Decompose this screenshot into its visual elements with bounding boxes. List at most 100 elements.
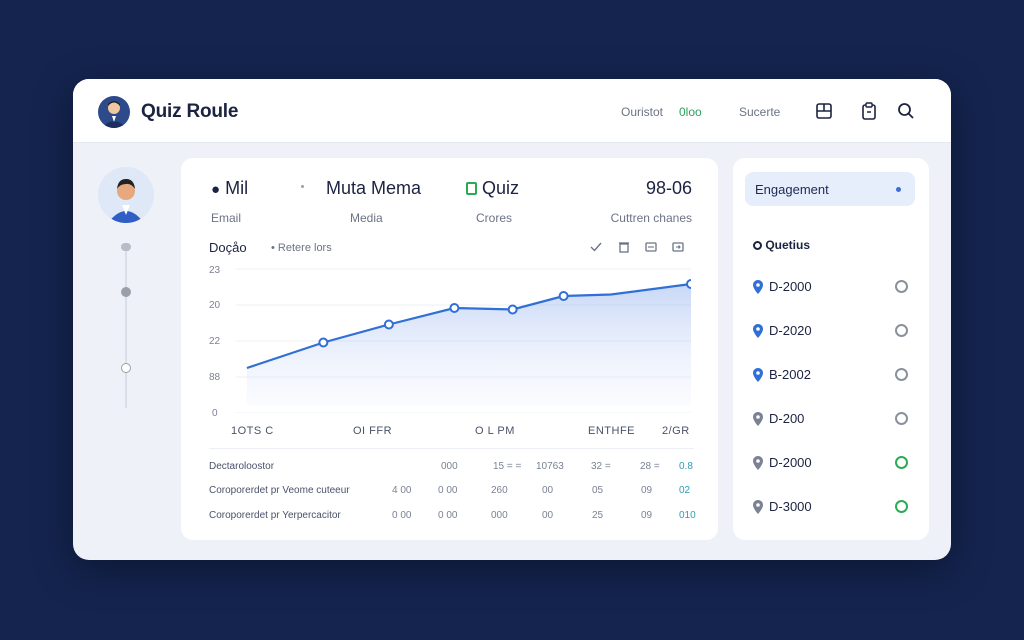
question-radio[interactable] xyxy=(895,500,908,513)
question-radio[interactable] xyxy=(895,456,908,469)
engagement-dot-icon xyxy=(896,187,901,192)
x-tick: 1OTS C xyxy=(231,425,274,437)
chart-points xyxy=(318,279,691,348)
table-header-cell: 0.8 xyxy=(679,461,693,472)
location-pin-icon xyxy=(753,324,763,338)
timeline-step-3[interactable] xyxy=(121,363,131,373)
stat-media[interactable]: Muta Mema Media xyxy=(326,178,421,225)
app-title: Quiz Roule xyxy=(141,101,239,122)
separator-dot xyxy=(301,185,304,188)
table-row-label: Coroporerdet pr Veome cuteeur xyxy=(209,485,350,496)
main-card: ● Mil Email Muta Mema Media Quiz Crores … xyxy=(181,158,718,540)
clipboard-icon[interactable] xyxy=(859,101,879,121)
chart-legend[interactable]: • Retere lors xyxy=(271,242,332,254)
image-icon[interactable] xyxy=(644,240,658,254)
table-header-cell: 28 = xyxy=(640,461,660,472)
x-tick: ENTHFE xyxy=(588,425,635,437)
search-icon[interactable] xyxy=(896,101,916,121)
table-cell: 000 xyxy=(491,510,508,521)
table-header-cell: 15 = = xyxy=(493,461,522,472)
x-tick: 2/GR xyxy=(662,425,690,437)
table-header-cell: 000 xyxy=(441,461,458,472)
table-header-label: Dectaroloostor xyxy=(209,461,275,472)
nav-link-ouristot[interactable]: Ouristot xyxy=(621,105,664,119)
chart-point[interactable] xyxy=(686,279,691,289)
chart-line xyxy=(246,282,691,370)
nav-link-sucerte[interactable]: Sucerte xyxy=(739,105,781,119)
y-tick: 0 xyxy=(212,408,218,419)
table-cell: 00 xyxy=(542,510,554,521)
questions-heading-label: Quetius xyxy=(765,238,811,252)
stat-media-label: Media xyxy=(350,211,383,225)
top-bar: Quiz Roule Ouristot 0loo Sucerte xyxy=(73,79,951,143)
table-cell: 0 00 xyxy=(438,510,458,521)
question-item[interactable]: D-2000 xyxy=(753,278,913,296)
question-label: B-2002 xyxy=(769,367,811,382)
question-item[interactable]: D-3000 xyxy=(753,498,913,516)
stat-quiz-value: Quiz xyxy=(482,178,520,198)
chart-legend-label: Retere lors xyxy=(277,242,332,254)
chart-point[interactable] xyxy=(558,291,569,301)
expand-icon[interactable] xyxy=(671,240,685,254)
question-label: D-2020 xyxy=(769,323,812,338)
location-pin-icon xyxy=(753,412,763,426)
chart-point[interactable] xyxy=(318,337,329,348)
timeline-step-1[interactable] xyxy=(121,243,131,251)
table-header-cell: 32 = xyxy=(591,461,611,472)
question-label: D-2000 xyxy=(769,279,812,294)
table-cell: 0 00 xyxy=(392,510,412,521)
stat-email-label: Email xyxy=(211,211,242,225)
question-radio[interactable] xyxy=(895,280,908,293)
stat-email-value: Mil xyxy=(225,178,249,198)
stat-changes[interactable]: 98-06 Cuttren chanes xyxy=(588,178,692,225)
table-cell: 05 xyxy=(592,485,604,496)
user-avatar[interactable] xyxy=(98,167,154,223)
question-radio[interactable] xyxy=(895,412,908,425)
question-radio[interactable] xyxy=(895,368,908,381)
table-cell: 09 xyxy=(641,510,653,521)
app-logo-avatar[interactable] xyxy=(98,96,130,128)
layout-icon[interactable] xyxy=(814,101,834,121)
stat-quiz[interactable]: Quiz Crores xyxy=(466,178,519,225)
table-row-label: Coroporerdet pr Yerpercacitor xyxy=(209,510,341,521)
trash-icon[interactable] xyxy=(617,240,631,254)
chart-title: Doçåo xyxy=(209,240,247,255)
stat-changes-value: 98-06 xyxy=(645,178,692,198)
stat-media-value: Muta Mema xyxy=(326,178,422,198)
question-label: D-3000 xyxy=(769,499,812,514)
y-tick: 88 xyxy=(209,372,221,383)
question-item[interactable]: B-2002 xyxy=(753,366,913,384)
table-cell: 02 xyxy=(679,485,691,496)
location-pin-icon xyxy=(753,368,763,382)
app-window: Quiz Roule Ouristot 0loo Sucerte xyxy=(73,79,951,560)
stat-email-icon: ● xyxy=(211,181,221,198)
engagement-button[interactable]: Engagement xyxy=(745,172,915,206)
question-radio[interactable] xyxy=(895,324,908,337)
timeline-step-2[interactable] xyxy=(121,287,131,297)
chart-point[interactable] xyxy=(383,319,394,330)
y-tick: 22 xyxy=(209,336,221,347)
question-label: D-200 xyxy=(769,411,805,426)
nav-link-oloo[interactable]: 0loo xyxy=(679,105,702,119)
question-item[interactable]: D-200 xyxy=(753,410,913,428)
chart-point[interactable] xyxy=(507,304,518,315)
chart-point[interactable] xyxy=(449,303,460,313)
table-cell: 4 00 xyxy=(392,485,412,496)
check-icon[interactable] xyxy=(589,240,603,254)
location-pin-icon xyxy=(753,280,763,294)
y-tick: 20 xyxy=(209,300,221,311)
line-chart xyxy=(236,268,691,413)
stat-changes-label: Cuttren chanes xyxy=(610,211,692,225)
engagement-label: Engagement xyxy=(755,182,829,197)
y-tick: 23 xyxy=(209,265,221,276)
question-item[interactable]: D-2020 xyxy=(753,322,913,340)
table-cell: 09 xyxy=(641,485,653,496)
question-item[interactable]: D-2000 xyxy=(753,454,913,472)
table-cell: 25 xyxy=(592,510,604,521)
stat-quiz-label: Crores xyxy=(476,211,513,225)
right-panel: Engagement Quetius D-2000 D-2020 B-2002 D-2… xyxy=(733,158,929,540)
stat-email[interactable]: ● Mil Email xyxy=(211,178,248,225)
question-label: D-2000 xyxy=(769,455,812,470)
quiz-icon xyxy=(466,182,477,195)
table-divider xyxy=(209,448,694,449)
